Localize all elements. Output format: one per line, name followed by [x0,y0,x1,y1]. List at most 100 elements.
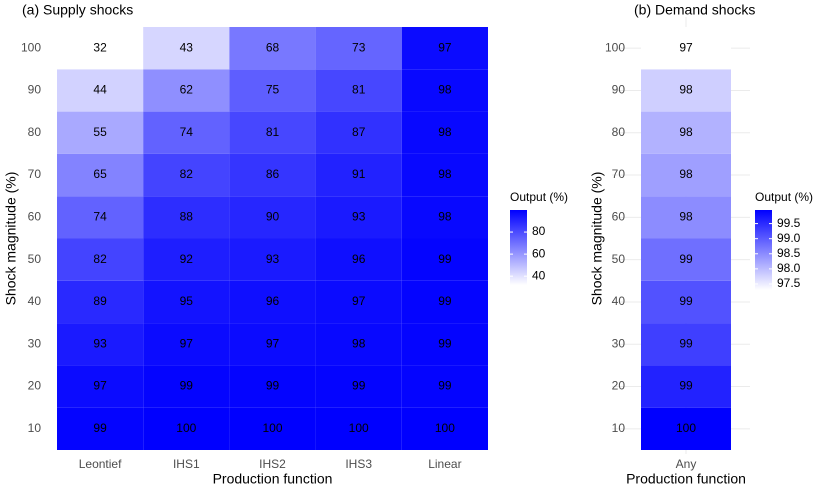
heat-tile [641,196,731,239]
heat-tile [641,280,731,324]
x-tick-label: Any [676,457,697,471]
heat-tile [315,69,402,112]
x-tick-label: IHS1 [173,457,200,471]
y-tick-label: 20 [612,379,626,393]
heat-tile [143,196,230,239]
tile-label: 99 [438,294,452,308]
heat-tile [143,323,230,366]
heat-tile [57,407,144,450]
y-axis-title: Shock magnitude (%) [589,172,605,306]
x-tick-label: IHS2 [259,457,286,471]
heat-tile [315,365,402,408]
heat-tile [401,69,488,112]
tile-label: 98 [438,83,452,97]
heat-tile [229,407,316,450]
tile-label: 99 [438,379,452,393]
heat-tile [401,365,488,408]
tile-label: 74 [180,125,194,139]
tile-label: 100 [262,421,282,435]
heat-tile [57,27,144,70]
heat-tile [401,27,488,70]
heat-tile [57,280,144,324]
y-tick-label: 60 [612,210,626,224]
heat-tile [315,280,402,324]
y-tick-label: 50 [612,252,626,266]
y-tick-label: 80 [612,125,626,139]
colorbar-tick-label: 98.5 [777,246,801,260]
tile-label: 97 [93,379,107,393]
heat-tile [57,323,144,366]
heat-tile [57,153,144,197]
tile-label: 99 [438,252,452,266]
tile-label: 43 [180,40,194,54]
colorbar [510,210,527,285]
heat-tile [229,280,316,324]
tile-label: 100 [176,421,196,435]
tile-label: 97 [679,40,693,54]
x-tick-label: IHS3 [345,457,372,471]
x-tick-label: Linear [428,457,461,471]
heat-tile [315,196,402,239]
heat-tile [401,407,488,450]
tile-label: 97 [352,294,366,308]
tile-label: 89 [93,294,107,308]
tile-label: 97 [180,336,194,350]
tile-label: 75 [266,83,280,97]
heat-tile [315,27,402,70]
heat-tile [401,280,488,324]
heat-tile [57,69,144,112]
tile-label: 99 [679,379,693,393]
heat-tile [143,407,230,450]
heat-tile [315,323,402,366]
y-tick-label: 40 [612,294,626,308]
heat-tile [143,280,230,324]
heat-tile [315,111,402,154]
heat-tile [229,323,316,366]
y-tick-label: 80 [28,125,42,139]
chart-title: (a) Supply shocks [22,2,133,18]
tile-label: 99 [180,379,194,393]
tile-label: 73 [352,40,366,54]
tile-label: 44 [93,83,107,97]
heat-tile [315,407,402,450]
colorbar-tick-label: 98.0 [777,261,801,275]
tile-label: 68 [266,40,280,54]
y-tick-label: 90 [28,83,42,97]
heat-tile [641,407,731,450]
tile-label: 87 [352,125,366,139]
heat-tile [229,238,316,281]
heat-tile [143,238,230,281]
colorbar-tick-label: 99.5 [777,216,801,230]
tile-label: 98 [679,210,693,224]
heat-tile [143,69,230,112]
y-tick-label: 30 [28,336,42,350]
colorbar-tick-label: 97.5 [777,276,801,290]
tile-label: 99 [266,379,280,393]
heat-tile [315,153,402,197]
y-tick-label: 60 [28,210,42,224]
y-tick-label: 30 [612,336,626,350]
tile-label: 98 [352,336,366,350]
tile-label: 100 [349,421,369,435]
heat-tile [401,111,488,154]
tile-label: 99 [352,379,366,393]
tile-label: 86 [266,167,280,181]
tile-label: 99 [679,252,693,266]
tile-label: 98 [438,167,452,181]
chart-title: (b) Demand shocks [634,2,755,18]
tile-label: 93 [266,252,280,266]
x-axis-title: Production function [626,471,746,487]
tile-label: 98 [438,125,452,139]
heat-tile [641,365,731,408]
heat-tile [229,196,316,239]
heat-tile [57,238,144,281]
tile-label: 98 [679,125,693,139]
colorbar-tick-label: 40 [532,268,546,282]
tile-label: 93 [93,336,107,350]
y-tick-label: 20 [28,379,42,393]
heat-tile [401,153,488,197]
heat-tile [143,111,230,154]
y-tick-label: 70 [612,167,626,181]
tile-label: 82 [93,252,107,266]
